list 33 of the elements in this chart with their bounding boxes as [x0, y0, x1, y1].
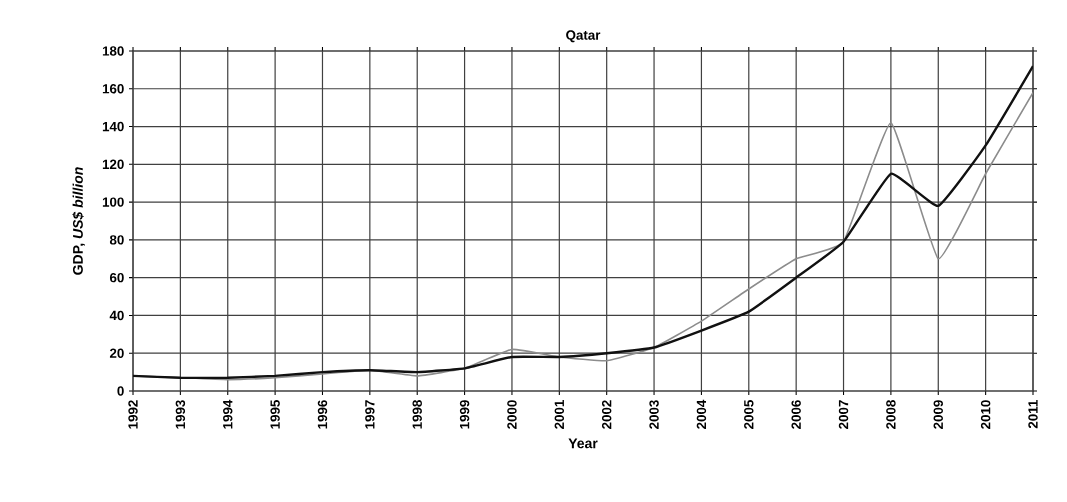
x-tick-label: 1995	[270, 400, 280, 429]
x-tick-label: 2002	[601, 400, 612, 429]
x-tick-label: 2006	[791, 400, 801, 429]
x-tick-label: 2001	[554, 400, 565, 429]
y-tick-label: 80	[109, 235, 124, 245]
y-tick-label: 0	[117, 386, 124, 396]
x-tick-label: 2004	[696, 399, 707, 429]
x-tick-label: 2000	[507, 400, 517, 429]
x-tick-label: 1994	[223, 399, 233, 429]
x-tick-label: 2011	[1028, 400, 1038, 429]
y-tick-label: 180	[102, 46, 124, 56]
x-tick-label: 1999	[459, 400, 470, 429]
x-tick-label: 2008	[886, 400, 896, 429]
y-tick-label: 100	[102, 197, 124, 207]
x-tick-label: 2009	[933, 400, 943, 429]
chart-title: Qatar	[566, 30, 601, 43]
x-tick-label: 2010	[980, 400, 991, 429]
x-tick-label: 1997	[365, 400, 375, 429]
x-tick-label: 1998	[412, 400, 422, 429]
y-tick-label: 40	[109, 310, 124, 321]
x-tick-label: 2007	[838, 400, 849, 429]
y-tick-label: 160	[102, 84, 124, 94]
y-tick-label: 120	[102, 159, 124, 170]
x-tick-label: 1996	[317, 400, 328, 429]
y-axis-title: GDP, US$ billion	[72, 167, 85, 275]
y-tick-label: 20	[109, 348, 124, 358]
y-tick-label: 140	[102, 121, 124, 132]
x-tick-label: 1993	[175, 400, 186, 429]
x-tick-label: 1992	[128, 400, 138, 429]
x-tick-label: 2003	[649, 400, 659, 429]
y-tick-label: 60	[109, 272, 124, 283]
x-tick-label: 2005	[744, 400, 754, 429]
x-axis-title: Year	[568, 438, 598, 449]
